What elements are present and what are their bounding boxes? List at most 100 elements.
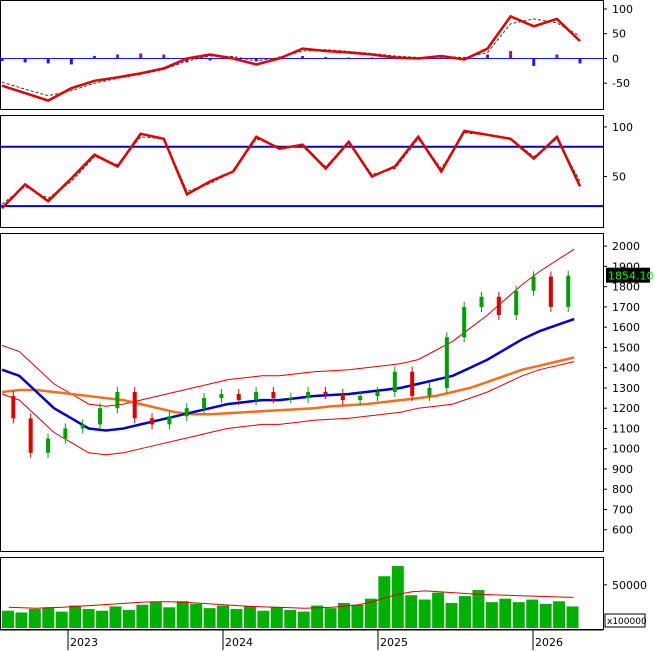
candle-body: [150, 418, 155, 425]
x-axis-label: 2023: [70, 636, 98, 649]
volume-bar: [284, 609, 297, 628]
volume-bar: [122, 609, 135, 628]
volume-bar: [418, 599, 431, 628]
moving-averages: [1, 317, 575, 432]
price-tick-label: 900: [612, 463, 633, 476]
stochastic-tick-label: 100: [612, 121, 633, 134]
candle-body: [410, 371, 415, 397]
bollinger-lower: [1, 361, 575, 456]
candle-body: [462, 306, 467, 338]
volume-bar: [445, 602, 458, 628]
price-tick-label: 2000: [612, 240, 640, 253]
candle-body: [46, 438, 51, 453]
volume-unit-label: x100000: [607, 617, 647, 627]
candlesticks: [11, 270, 571, 458]
volume-bar: [217, 605, 230, 628]
volume-bar: [163, 607, 176, 628]
candle-body: [219, 394, 224, 399]
volume-tick-label: 50000: [612, 579, 647, 592]
volume-bar: [338, 602, 350, 628]
volume-bar: [539, 603, 552, 628]
bollinger-upper: [1, 248, 575, 407]
volume-bar: [42, 607, 55, 628]
last-price-badge-bg: [606, 267, 650, 283]
macd-hist-bar: [116, 54, 120, 59]
candle-body: [254, 391, 259, 401]
volume-bar: [351, 604, 364, 628]
volume-bar: [499, 598, 512, 628]
macd-y-axis: 100 50 0 -50: [603, 3, 633, 90]
volume-bar: [553, 601, 566, 628]
price-tick-label: 1800: [612, 281, 640, 294]
macd-hist-bar: [46, 58, 50, 64]
stochastic-tick-label: 50: [612, 170, 626, 183]
price-tick-label: 600: [612, 524, 633, 537]
stochastic-frame: [0, 115, 604, 228]
volume-panel: 50000 x100000: [0, 557, 647, 630]
stochastic-k-line: [1, 129, 582, 210]
candle-body: [271, 391, 276, 399]
volume-bar: [512, 602, 525, 628]
price-tick-label: 1700: [612, 301, 640, 314]
candle-body: [392, 371, 397, 392]
macd-panel: 100 50 0 -50: [0, 0, 633, 110]
macd-tick-label: 50: [612, 28, 626, 41]
volume-bar: [566, 606, 579, 628]
candle-body: [496, 296, 501, 316]
volume-bar: [459, 596, 471, 628]
x-axis-label: 2024: [225, 636, 253, 649]
candle-body: [236, 394, 241, 401]
volume-bar: [324, 608, 337, 628]
macd-hist-bar: [532, 58, 536, 66]
candle-body: [358, 396, 363, 401]
candle-body: [11, 396, 16, 419]
candle-body: [28, 418, 33, 453]
last-price-label: 1854.10: [608, 270, 654, 283]
macd-tick-label: 0: [612, 52, 619, 65]
macd-hist-bar: [324, 56, 328, 59]
macd-tick-label: 100: [612, 3, 633, 16]
macd-hist-bar: [555, 54, 559, 59]
macd-hist-bar: [69, 58, 73, 65]
volume-bar: [149, 602, 162, 628]
volume-bar: [405, 595, 418, 628]
ma-long-line: [1, 356, 575, 416]
candle-body: [115, 391, 120, 409]
ma-mid-line: [1, 317, 575, 432]
macd-hist-bar: [301, 56, 305, 59]
candle-body: [132, 391, 137, 419]
bollinger-bands: [1, 248, 575, 456]
volume-bar: [109, 606, 122, 628]
price-tick-label: 1400: [612, 362, 640, 375]
candle-body: [340, 394, 345, 401]
candle-body: [288, 398, 293, 400]
candle-body: [202, 398, 207, 409]
candle-body: [98, 408, 103, 425]
volume-unit-box: [604, 613, 646, 628]
volume-bar: [96, 610, 109, 628]
volume-bar: [378, 576, 391, 628]
candle-body: [479, 296, 484, 307]
price-tick-label: 1000: [612, 443, 640, 456]
price-tick-label: 1500: [612, 341, 640, 354]
price-frame: [0, 233, 604, 552]
macd-hist-bar: [578, 58, 582, 64]
price-panel: 2000190018001700160015001400130012001100…: [0, 233, 654, 552]
macd-hist-bar: [92, 56, 96, 59]
candle-body: [167, 416, 172, 425]
volume-bar: [485, 602, 498, 628]
volume-bar: [391, 565, 404, 628]
volume-bar: [472, 590, 485, 628]
price-tick-label: 1100: [612, 422, 640, 435]
volume-bar: [2, 610, 14, 628]
volume-ma-line: [8, 590, 574, 609]
price-tick-label: 1600: [612, 321, 640, 334]
price-y-axis: 2000190018001700160015001400130012001100…: [603, 240, 640, 537]
volume-bar: [297, 611, 310, 628]
volume-bar: [69, 605, 82, 628]
volume-bar: [176, 601, 189, 628]
candle-body: [566, 275, 571, 307]
volume-y-axis: 50000: [603, 579, 647, 592]
macd-frame: [0, 0, 604, 110]
